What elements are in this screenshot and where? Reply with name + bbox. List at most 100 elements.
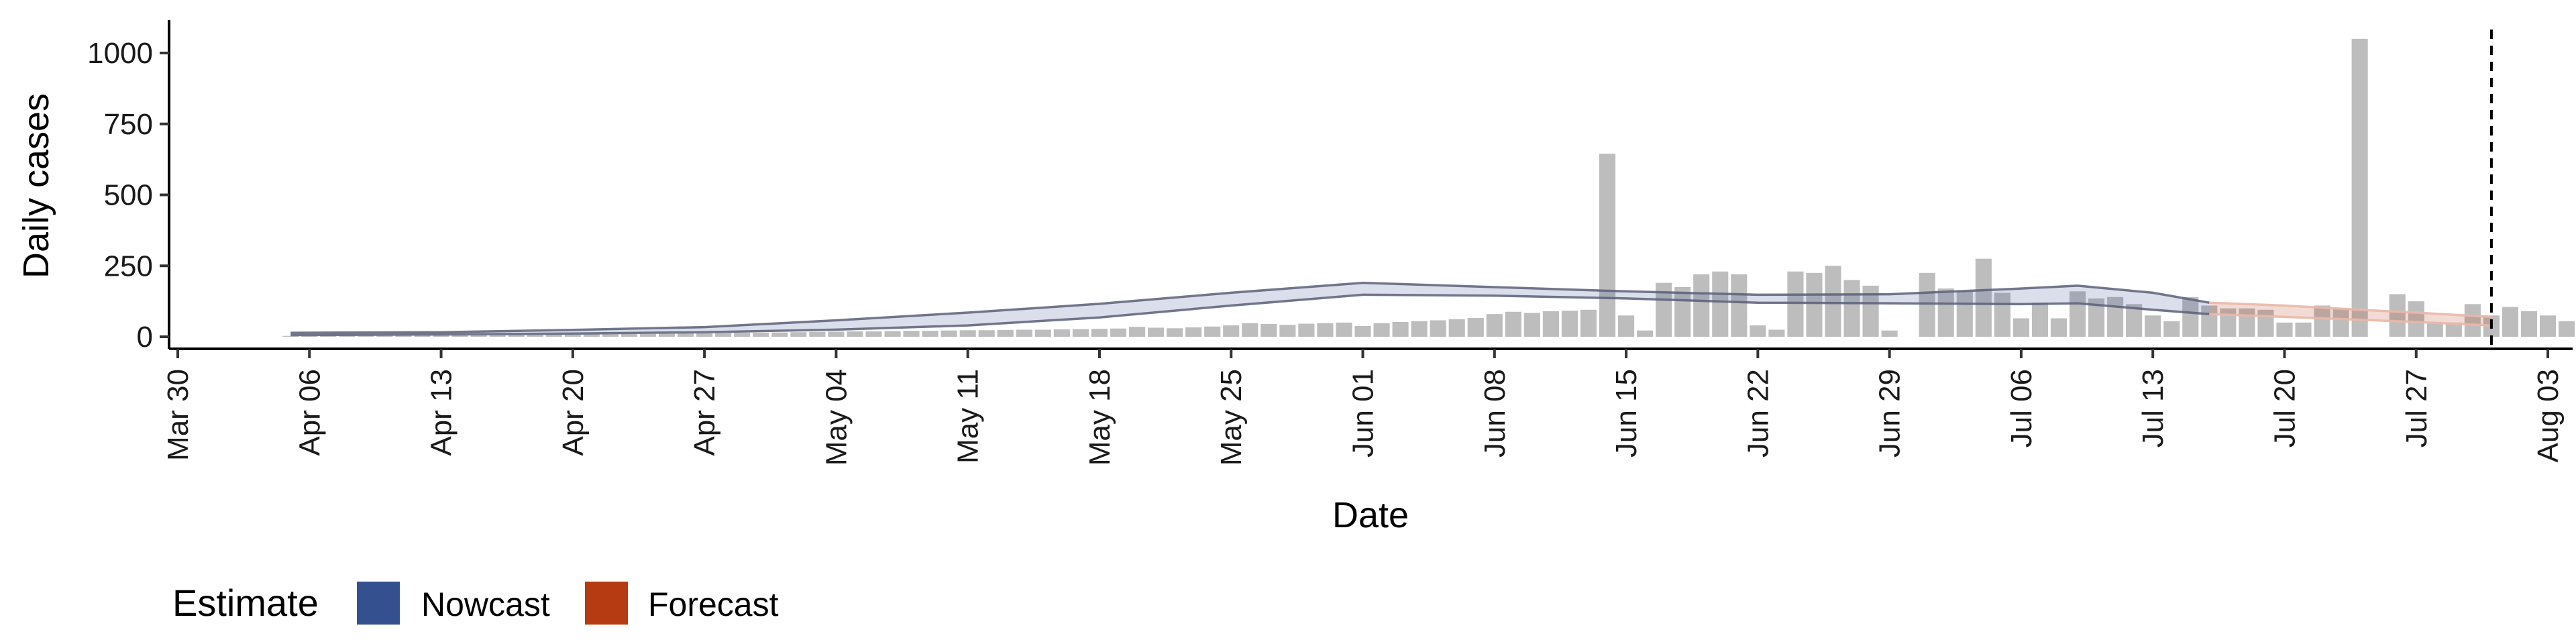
case-bar: [1373, 323, 1390, 337]
y-axis-title: Daily cases: [16, 93, 56, 278]
x-tick-label: May 18: [1083, 369, 1116, 466]
case-bar: [771, 332, 788, 337]
case-bar: [2163, 321, 2180, 337]
axes-layer: [168, 20, 2573, 350]
x-tick-label: Jun 01: [1347, 369, 1380, 458]
x-axis-title: Date: [1332, 495, 1409, 535]
case-bar: [1731, 274, 1748, 337]
case-bar: [1223, 325, 1240, 337]
y-tick-label: 750: [104, 108, 153, 141]
case-bar: [1881, 330, 1898, 337]
case-bar: [1768, 329, 1785, 337]
x-ticks: Mar 30 Apr 06 Apr 13 Apr 20 Apr 27 May 04 May …: [162, 349, 2565, 466]
case-bar: [1637, 330, 1654, 337]
case-bar: [959, 330, 976, 337]
case-bar: [1542, 311, 1559, 337]
case-bar: [2389, 294, 2406, 337]
case-bar: [1561, 311, 1578, 337]
case-bar: [1994, 292, 2010, 337]
x-tick-label: Jul 06: [2005, 369, 2038, 447]
case-bar: [865, 331, 882, 337]
case-bar: [320, 335, 337, 337]
case-bar: [2502, 307, 2519, 337]
x-tick-label: Apr 20: [557, 369, 590, 456]
case-bar: [1034, 329, 1051, 337]
estimate-bands-layer: [290, 281, 2491, 337]
case-bar: [1317, 323, 1334, 337]
case-bar: [545, 334, 562, 337]
case-bar: [1975, 258, 1992, 337]
case-bar: [1656, 282, 1672, 337]
case-bar: [621, 333, 638, 337]
case-bar: [1016, 329, 1032, 337]
y-tick-label: 500: [104, 179, 153, 212]
case-bar: [339, 335, 356, 337]
case-bar: [1336, 322, 1352, 337]
legend-swatch-nowcast: [357, 582, 400, 625]
case-bar: [2332, 308, 2349, 337]
case-bar: [1053, 329, 1070, 337]
case-bar: [2276, 322, 2293, 337]
case-bar: [1091, 329, 1108, 337]
case-bar: [903, 331, 920, 337]
case-bar: [1937, 288, 1954, 337]
legend-title: Estimate: [172, 582, 319, 624]
case-bar: [997, 329, 1014, 337]
case-bar: [1599, 154, 1616, 337]
x-tick-label: Jun 08: [1479, 369, 1511, 458]
case-bar: [1242, 323, 1258, 337]
case-bar: [639, 333, 657, 337]
case-bar: [1167, 328, 1183, 337]
y-ticks: 0 250 500 750 1000: [87, 37, 169, 354]
case-bar: [658, 333, 676, 337]
case-bar: [1448, 319, 1465, 337]
legend-swatch-forecast: [585, 582, 628, 625]
x-tick-label: Jul 13: [2137, 369, 2169, 447]
case-bar: [2295, 322, 2312, 337]
case-bar: [1128, 327, 1146, 337]
case-bar: [583, 334, 600, 337]
case-bar: [358, 335, 374, 337]
case-bar: [1354, 325, 1371, 337]
case-bar: [1185, 327, 1202, 337]
case-bar: [1279, 325, 1296, 337]
case-bar: [1712, 271, 1729, 337]
case-bar: [282, 335, 299, 337]
case-bar: [1467, 318, 1484, 337]
case-bar: [1843, 280, 1860, 337]
case-bar: [1110, 328, 1127, 337]
x-tick-label: Apr 27: [688, 369, 721, 456]
case-bar: [1298, 323, 1315, 337]
case-bar: [1392, 322, 1409, 337]
legend-label-nowcast: Nowcast: [421, 586, 550, 623]
case-bar: [2520, 311, 2538, 337]
case-bar: [2145, 315, 2161, 337]
case-bar: [508, 335, 525, 337]
case-bar: [809, 331, 826, 337]
case-bar: [1825, 266, 1841, 337]
x-tick-label: Apr 06: [293, 369, 326, 456]
case-bar: [1204, 326, 1221, 337]
case-bar: [2445, 322, 2462, 337]
case-bar: [1806, 272, 1823, 337]
case-bar: [2012, 318, 2029, 337]
x-tick-label: May 04: [820, 369, 853, 466]
case-bar: [1411, 321, 1428, 337]
case-bar: [564, 334, 581, 337]
case-bar: [1956, 291, 1973, 337]
case-bar: [301, 335, 318, 337]
case-bar: [1580, 309, 1597, 337]
case-bar: [414, 335, 431, 337]
legend-label-forecast: Forecast: [648, 586, 779, 623]
case-bar: [678, 333, 694, 337]
x-tick-label: Jul 20: [2269, 369, 2302, 447]
case-bar: [1505, 311, 1521, 337]
case-bar: [2182, 297, 2199, 337]
case-bar: [2069, 291, 2086, 337]
case-bar: [489, 335, 506, 337]
case-bar: [2031, 303, 2049, 337]
case-bar: [1072, 329, 1089, 337]
case-bar: [451, 335, 468, 337]
x-tick-label: May 11: [952, 369, 985, 464]
